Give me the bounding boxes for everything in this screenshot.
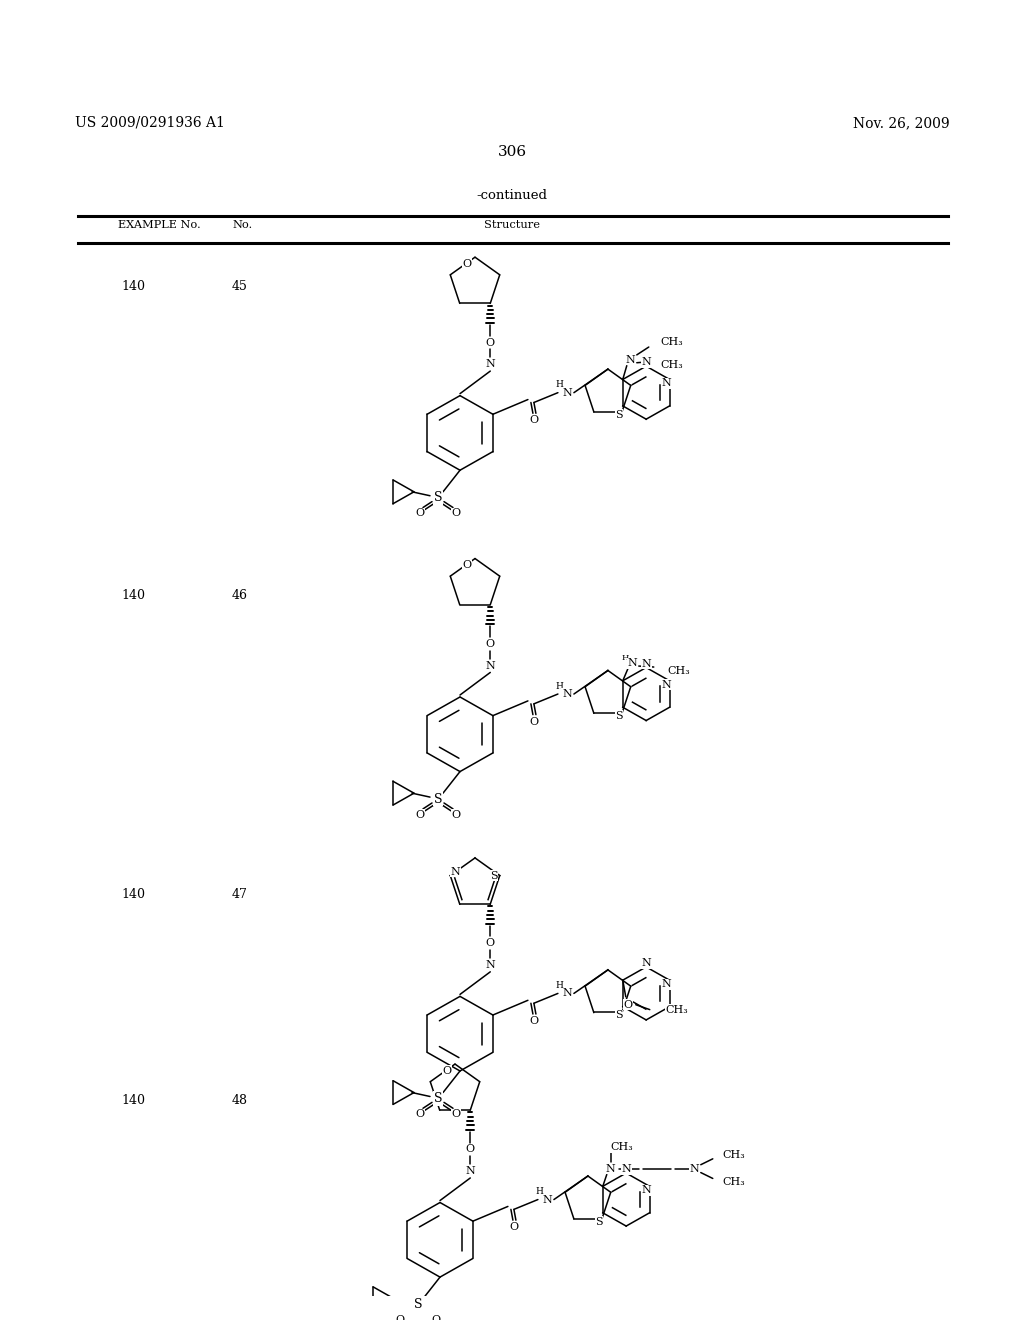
Text: N: N xyxy=(628,659,638,668)
Text: N: N xyxy=(485,359,496,370)
Text: 140: 140 xyxy=(121,589,145,602)
Text: S: S xyxy=(615,409,623,420)
Text: O: O xyxy=(416,508,425,519)
Text: N: N xyxy=(562,989,571,998)
Text: O: O xyxy=(452,809,461,820)
Text: US 2009/0291936 A1: US 2009/0291936 A1 xyxy=(75,116,225,129)
Text: N: N xyxy=(465,1166,475,1176)
Text: N: N xyxy=(662,379,672,388)
Text: S: S xyxy=(615,711,623,721)
Text: O: O xyxy=(466,1144,475,1155)
Text: CH₃: CH₃ xyxy=(668,667,690,676)
Text: O: O xyxy=(509,1222,518,1232)
Text: O: O xyxy=(485,338,495,347)
Text: O: O xyxy=(452,508,461,519)
Text: N: N xyxy=(606,1164,615,1173)
Text: N: N xyxy=(662,979,672,989)
Text: N: N xyxy=(662,680,672,690)
Text: 140: 140 xyxy=(121,280,145,293)
Text: CH₃: CH₃ xyxy=(610,1142,634,1152)
Text: N: N xyxy=(542,1195,552,1205)
Text: Nov. 26, 2009: Nov. 26, 2009 xyxy=(853,116,950,129)
Text: N: N xyxy=(451,867,460,876)
Text: H: H xyxy=(535,1187,543,1196)
Text: O: O xyxy=(485,939,495,948)
Text: CH₃: CH₃ xyxy=(723,1177,745,1188)
Text: Structure: Structure xyxy=(484,220,540,230)
Text: S: S xyxy=(489,871,498,880)
Text: 48: 48 xyxy=(232,1094,248,1107)
Text: O: O xyxy=(529,416,539,425)
Text: O: O xyxy=(395,1315,404,1320)
Text: O: O xyxy=(462,259,471,269)
Text: N: N xyxy=(690,1164,699,1173)
Text: 306: 306 xyxy=(498,145,526,160)
Text: N: N xyxy=(642,1185,651,1195)
Text: O: O xyxy=(529,1016,539,1026)
Text: S: S xyxy=(615,1010,623,1020)
Text: N: N xyxy=(485,960,496,970)
Text: CH₃: CH₃ xyxy=(723,1150,745,1160)
Text: N: N xyxy=(641,958,651,968)
Text: S: S xyxy=(414,1298,422,1311)
Text: H: H xyxy=(622,655,629,663)
Text: S: S xyxy=(595,1217,603,1226)
Text: H: H xyxy=(555,681,563,690)
Text: N: N xyxy=(641,358,651,367)
Text: CH₃: CH₃ xyxy=(660,337,684,347)
Text: N: N xyxy=(562,689,571,700)
Text: 45: 45 xyxy=(232,280,248,293)
Text: O: O xyxy=(529,717,539,726)
Text: S: S xyxy=(434,491,442,504)
Text: 46: 46 xyxy=(232,589,248,602)
Text: 47: 47 xyxy=(232,888,248,902)
Text: O: O xyxy=(416,1109,425,1119)
Text: CH₃: CH₃ xyxy=(666,1005,688,1015)
Text: O: O xyxy=(485,639,495,649)
Text: H: H xyxy=(555,981,563,990)
Text: O: O xyxy=(442,1067,452,1076)
Text: No.: No. xyxy=(232,220,252,230)
Text: N: N xyxy=(485,660,496,671)
Text: 140: 140 xyxy=(121,1094,145,1107)
Text: CH₃: CH₃ xyxy=(660,360,684,370)
Text: N: N xyxy=(626,355,636,364)
Text: 140: 140 xyxy=(121,888,145,902)
Text: O: O xyxy=(462,561,471,570)
Text: N: N xyxy=(641,659,651,669)
Text: N: N xyxy=(562,388,571,397)
Text: S: S xyxy=(434,792,442,805)
Text: -continued: -continued xyxy=(476,190,548,202)
Text: O: O xyxy=(416,809,425,820)
Text: O: O xyxy=(431,1315,440,1320)
Text: O: O xyxy=(624,999,633,1010)
Text: O: O xyxy=(452,1109,461,1119)
Text: N: N xyxy=(622,1164,631,1173)
Text: EXAMPLE No.: EXAMPLE No. xyxy=(118,220,201,230)
Text: H: H xyxy=(555,380,563,389)
Text: S: S xyxy=(434,1092,442,1105)
